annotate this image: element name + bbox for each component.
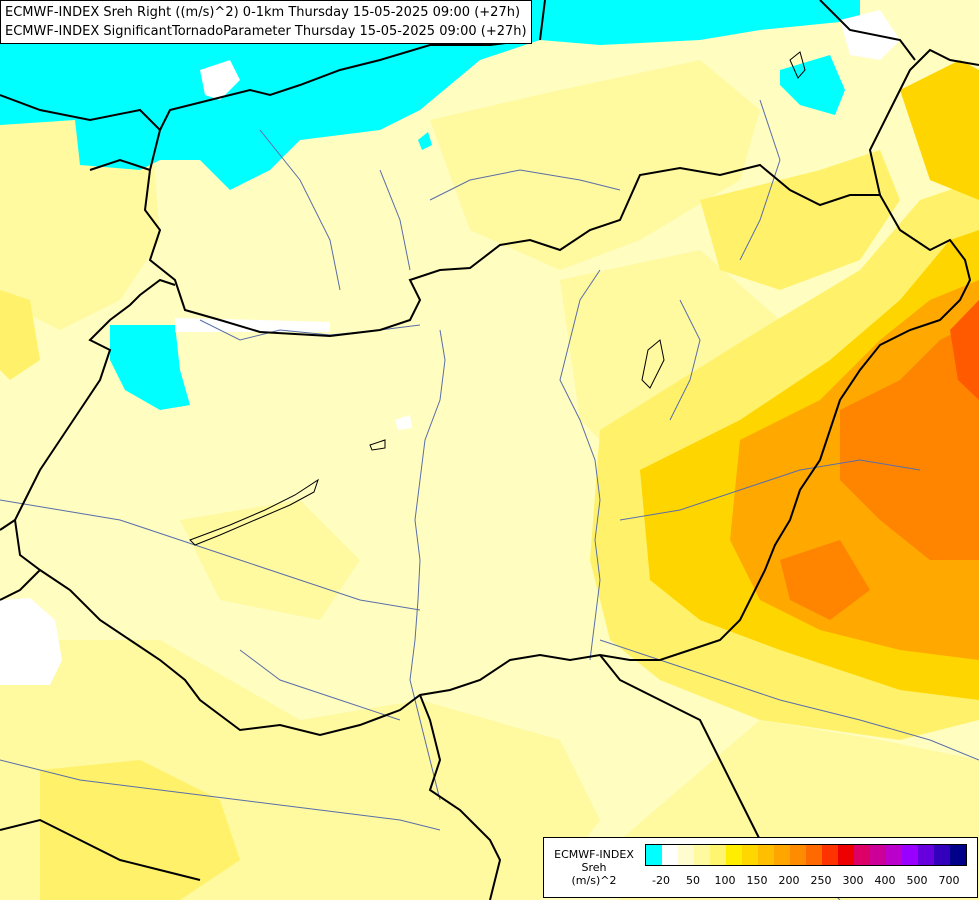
legend-swatch [694, 845, 710, 865]
legend-tick-label: 150 [746, 874, 768, 887]
sreh-red-orange-fill [950, 300, 979, 400]
color-legend: ECMWF-INDEX Sreh (m/s)^2 -20 50 100 150 200 2… [543, 837, 978, 898]
legend-swatch [646, 845, 662, 865]
lake-outlines [189, 51, 806, 546]
legend-swatch [838, 845, 854, 865]
legend-title-line-1: ECMWF-INDEX [554, 848, 634, 861]
legend-title: ECMWF-INDEX Sreh (m/s)^2 [548, 848, 640, 887]
legend-swatch [710, 845, 726, 865]
legend-swatch [870, 845, 886, 865]
legend-swatch [822, 845, 838, 865]
legend-title-line-2: Sreh [581, 861, 607, 874]
legend-swatch [934, 845, 950, 865]
legend-swatch [726, 845, 742, 865]
legend-tick-label: 700 [938, 874, 960, 887]
legend-tick-label: 500 [906, 874, 928, 887]
legend-tick-label: 300 [842, 874, 864, 887]
legend-tick-label: 100 [714, 874, 736, 887]
title-line-1: ECMWF-INDEX Sreh Right ((m/s)^2) 0-1km T… [5, 5, 521, 20]
legend-swatch [758, 845, 774, 865]
legend-swatch [742, 845, 758, 865]
legend-swatch [950, 845, 966, 865]
legend-swatch [774, 845, 790, 865]
legend-swatch [854, 845, 870, 865]
legend-tick-label: 250 [810, 874, 832, 887]
legend-swatch [678, 845, 694, 865]
sreh-deep-orange-fill [780, 320, 979, 620]
legend-tick-label: 50 [686, 874, 700, 887]
river-lines [0, 99, 979, 900]
legend-swatch [790, 845, 806, 865]
legend-swatch-bar [645, 844, 967, 866]
legend-swatch [662, 845, 678, 865]
legend-tick-label: -20 [652, 874, 670, 887]
legend-tick-label: 200 [778, 874, 800, 887]
legend-title-line-3: (m/s)^2 [571, 874, 617, 887]
legend-swatch [886, 845, 902, 865]
legend-tick-label: 400 [874, 874, 896, 887]
legend-swatch [902, 845, 918, 865]
title-line-2: ECMWF-INDEX SignificantTornadoParameter … [5, 24, 527, 39]
map-title-box: ECMWF-INDEX Sreh Right ((m/s)^2) 0-1km T… [0, 0, 532, 44]
legend-swatch [806, 845, 822, 865]
legend-swatch [918, 845, 934, 865]
legend-tick-labels: -20 50 100 150 200 250 300 400 500 700 [645, 874, 970, 888]
